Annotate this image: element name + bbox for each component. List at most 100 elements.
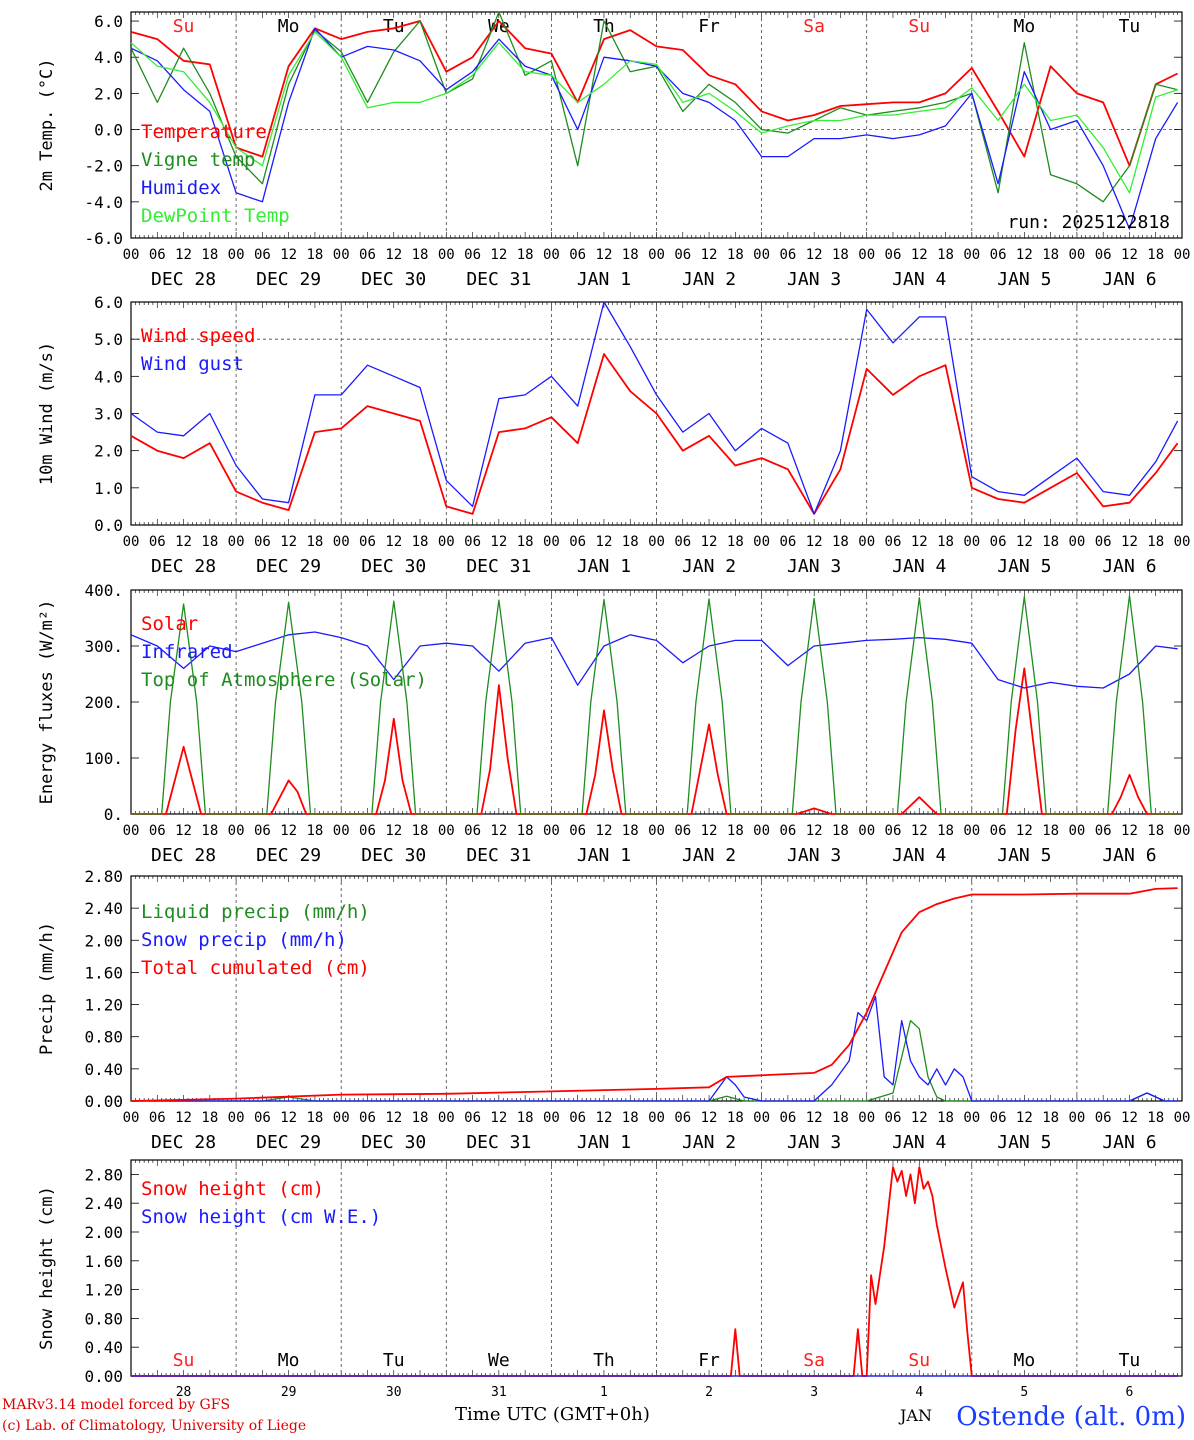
date-label: DEC 28: [151, 845, 216, 866]
date-label: DEC 31: [466, 845, 531, 866]
date-label: JAN 4: [892, 1132, 946, 1153]
date-label: JAN 2: [682, 269, 736, 290]
legend-entry: Humidex: [141, 177, 221, 199]
legend-entry: Snow precip (mm/h): [141, 929, 347, 951]
y-tick-label: 400.: [84, 581, 123, 600]
y-tick-label: 2.80: [84, 867, 123, 886]
hour-tick-label: 12: [1016, 247, 1033, 263]
y-tick-label: -4.0: [84, 193, 123, 212]
weekday-label: Su: [173, 16, 195, 37]
y-tick-label: 4.0: [94, 367, 123, 386]
date-label: DEC 28: [151, 1132, 216, 1153]
hour-tick-label: 00: [1068, 823, 1085, 839]
hour-tick-label: 12: [385, 823, 402, 839]
hour-tick-label: 00: [228, 534, 245, 550]
hour-tick-label: 00: [543, 1110, 560, 1126]
hour-tick-label: 12: [1121, 1110, 1138, 1126]
hour-tick-label: 00: [1068, 1110, 1085, 1126]
hour-tick-label: 06: [149, 1110, 166, 1126]
y-axis-label: Energy fluxes (W/m²): [37, 600, 57, 805]
hour-tick-label: 12: [806, 1110, 823, 1126]
hour-tick-label: 00: [123, 823, 140, 839]
y-axis-label: Snow height (cm): [37, 1186, 57, 1350]
day-number-label: 3: [810, 1385, 818, 1400]
hour-tick-label: 06: [990, 1110, 1007, 1126]
hour-tick-label: 18: [1042, 534, 1059, 550]
date-label: DEC 31: [466, 556, 531, 577]
weekday-label: Mo: [278, 1350, 300, 1371]
legend-entry: Snow height (cm W.E.): [141, 1206, 381, 1228]
hour-tick-label: 12: [490, 534, 507, 550]
hour-tick-label: 12: [280, 823, 297, 839]
hour-tick-label: 06: [885, 247, 902, 263]
series-line-lightgreen: [130, 31, 1178, 194]
hour-tick-label: 00: [648, 534, 665, 550]
y-tick-label: 4.0: [94, 48, 123, 67]
hour-tick-label: 18: [727, 247, 744, 263]
series-line-blue: [130, 301, 1179, 515]
y-tick-label: 6.0: [94, 293, 123, 312]
y-tick-label: 0.: [104, 805, 123, 824]
hour-tick-label: 12: [385, 1110, 402, 1126]
hour-tick-label: 00: [438, 247, 455, 263]
hour-tick-label: 18: [622, 823, 639, 839]
y-tick-label: 0.80: [84, 1028, 123, 1047]
weekday-label: Su: [908, 1350, 930, 1371]
hour-tick-label: 12: [596, 247, 613, 263]
hour-tick-label: 06: [254, 1110, 271, 1126]
date-label: DEC 30: [361, 556, 426, 577]
day-number-label: 4: [915, 1385, 923, 1400]
weekday-label: Su: [908, 16, 930, 37]
date-label: JAN 4: [892, 845, 946, 866]
hour-tick-label: 12: [701, 1110, 718, 1126]
y-axis-label: 2m Temp. (°C): [37, 58, 57, 191]
hour-tick-label: 18: [832, 247, 849, 263]
hour-tick-label: 12: [1016, 1110, 1033, 1126]
x-axis-title: Time UTC (GMT+0h): [455, 1404, 650, 1425]
hour-tick-label: 06: [990, 534, 1007, 550]
hour-tick-label: 18: [1042, 247, 1059, 263]
hour-tick-label: 00: [963, 247, 980, 263]
hour-tick-label: 06: [254, 823, 271, 839]
hour-tick-label: 06: [359, 534, 376, 550]
hour-tick-label: 18: [1042, 823, 1059, 839]
y-tick-label: 0.0: [94, 516, 123, 535]
hour-tick-label: 06: [149, 823, 166, 839]
meteogram: 6.04.02.00.0-2.0-4.0-6.02m Temp. (°C)00 0…: [37, 11, 1191, 1400]
hour-tick-label: 06: [674, 534, 691, 550]
date-label: DEC 29: [256, 269, 321, 290]
hour-tick-label: 06: [149, 247, 166, 263]
day-number-label: 6: [1126, 1385, 1134, 1400]
hour-tick-label: 00: [1174, 1110, 1191, 1126]
date-label: JAN 3: [787, 556, 841, 577]
hour-tick-label: 12: [911, 823, 928, 839]
hour-tick-label: 18: [727, 823, 744, 839]
hour-tick-label: 06: [254, 534, 271, 550]
hour-tick-label: 06: [569, 1110, 586, 1126]
weekday-label: Th: [593, 1350, 615, 1371]
hour-tick-label: 18: [1042, 1110, 1059, 1126]
hour-tick-label: 12: [490, 823, 507, 839]
series-line-red: [130, 887, 1178, 1102]
hour-tick-label: 06: [1095, 1110, 1112, 1126]
credit-lab: (c) Lab. of Climatology, University of L…: [2, 1418, 307, 1434]
hour-tick-label: 12: [1121, 823, 1138, 839]
legend-entry: Snow height (cm): [141, 1178, 324, 1200]
date-label: JAN 1: [577, 845, 631, 866]
y-tick-label: 3.0: [94, 405, 123, 424]
hour-tick-label: 00: [1174, 823, 1191, 839]
hour-tick-label: 18: [201, 1110, 218, 1126]
hour-tick-label: 18: [412, 1110, 429, 1126]
hour-tick-label: 06: [569, 247, 586, 263]
hour-tick-label: 00: [333, 823, 350, 839]
hour-tick-label: 18: [622, 1110, 639, 1126]
hour-tick-label: 00: [858, 534, 875, 550]
hour-tick-label: 12: [806, 534, 823, 550]
hour-tick-label: 00: [753, 247, 770, 263]
series-line-red: [130, 20, 1178, 167]
hour-tick-label: 00: [963, 534, 980, 550]
hour-tick-label: 12: [911, 247, 928, 263]
day-number-label: 31: [491, 1385, 507, 1400]
hour-tick-label: 00: [753, 823, 770, 839]
hour-tick-label: 00: [123, 247, 140, 263]
